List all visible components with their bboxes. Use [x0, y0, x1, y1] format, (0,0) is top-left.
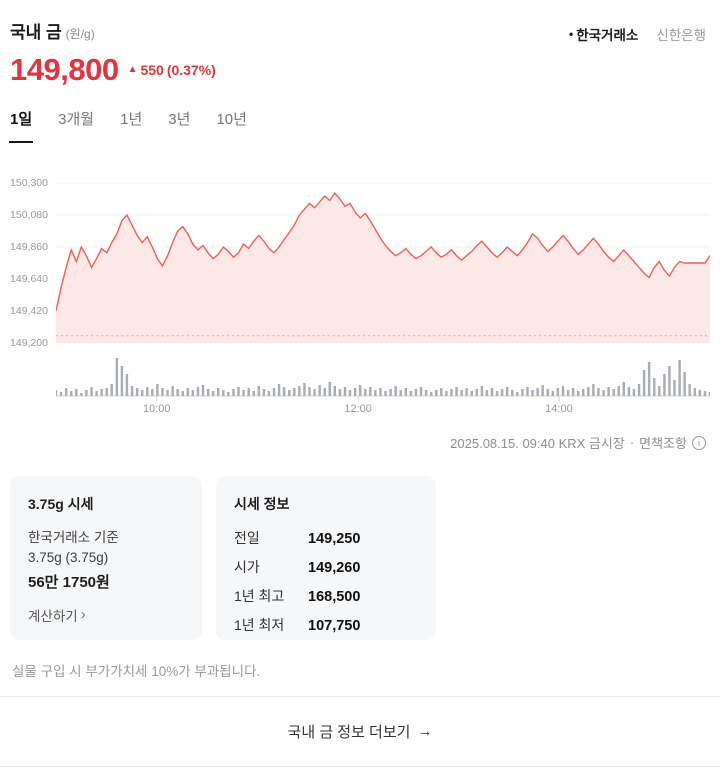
- price-chart: 150,300 150,080 149,860 149,640 149,420 …: [10, 177, 710, 419]
- info-row: 1년 최고 168,500: [234, 586, 418, 606]
- source-label: 한국거래소: [576, 28, 639, 43]
- change-amount: 550: [140, 62, 164, 78]
- selected-bullet-icon: •: [569, 27, 574, 41]
- meta-separator: ·: [629, 435, 635, 450]
- y-axis-label: 149,200: [10, 337, 48, 349]
- volume-chart-svg: [56, 358, 710, 401]
- info-row: 1년 최저 107,750: [234, 615, 418, 635]
- market-info-card: 시세 정보 전일 149,250 시가 149,260 1년 최고 168,50…: [216, 476, 436, 640]
- price-row: 149,800 ▲ 550 (0.37%): [0, 44, 720, 88]
- info-row-label: 전일: [234, 530, 260, 546]
- volume-y-spacer: [10, 355, 56, 401]
- gram-card-basis: 한국거래소 기준: [28, 530, 119, 545]
- info-cards: 3.75g 시세 한국거래소 기준 3.75g (3.75g) 56만 1750…: [0, 476, 720, 640]
- gram-card-weight: 3.75g (3.75g): [28, 550, 109, 566]
- title-wrap: 국내 금 (원/g): [10, 18, 95, 43]
- info-row: 시가 149,260: [234, 557, 418, 577]
- gram-card-title: 3.75g 시세: [28, 496, 94, 512]
- y-axis-label: 149,420: [10, 305, 48, 317]
- y-axis-label: 149,860: [10, 241, 48, 253]
- more-info-label: 국내 금 정보 더보기: [287, 724, 411, 741]
- volume-chart-row: [10, 355, 710, 401]
- y-axis-label: 149,640: [10, 273, 48, 285]
- price-chart-row: 150,300 150,080 149,860 149,640 149,420 …: [10, 177, 710, 349]
- info-row-value: 149,250: [308, 531, 361, 547]
- chart-meta-row: 2025.08.15. 09:40 KRX 금시장 · 면책조항 i: [0, 433, 720, 452]
- info-row: 전일 149,250: [234, 528, 418, 548]
- tab-3years[interactable]: 3년: [168, 111, 191, 128]
- info-icon[interactable]: i: [692, 435, 706, 450]
- y-axis-label: 150,080: [10, 209, 48, 221]
- info-row-value: 149,260: [308, 560, 361, 576]
- info-row-value: 168,500: [308, 589, 361, 605]
- page-title: 국내 금: [10, 23, 62, 42]
- calculate-label: 계산하기: [28, 608, 78, 624]
- volume-chart-plot: [56, 355, 710, 401]
- vat-note: 실물 구입 시 부가가치세 10%가 부과됩니다.: [12, 664, 261, 679]
- info-row-label: 1년 최고: [234, 588, 285, 604]
- price-change: ▲ 550 (0.37%): [128, 62, 216, 78]
- tab-10years[interactable]: 10년: [216, 111, 247, 128]
- tab-1year[interactable]: 1년: [120, 111, 143, 128]
- more-info-button[interactable]: 국내 금 정보 더보기 →: [0, 697, 720, 767]
- y-axis-label: 150,300: [10, 177, 48, 189]
- calculate-link[interactable]: 계산하기 ›: [28, 605, 184, 625]
- price-unit-label: (원/g): [65, 27, 95, 41]
- gram-card-price: 56만 1750원: [28, 573, 110, 591]
- source-toggle-shinhan[interactable]: 신한은행: [656, 24, 706, 44]
- price-chart-plot[interactable]: [56, 183, 710, 343]
- x-axis-row: 10:00 12:00 14:00: [10, 403, 710, 419]
- y-axis-labels: 150,300 150,080 149,860 149,640 149,420 …: [10, 177, 56, 349]
- x-axis-labels: 10:00 12:00 14:00: [56, 403, 710, 419]
- market-card-title: 시세 정보: [234, 496, 290, 512]
- source-toggle-group: • 한국거래소 신한은행: [569, 24, 706, 44]
- source-label: 신한은행: [656, 28, 706, 43]
- tab-3months[interactable]: 3개월: [58, 111, 95, 128]
- x-axis-spacer: [10, 403, 56, 419]
- source-toggle-krx[interactable]: • 한국거래소: [569, 24, 638, 44]
- info-row-label: 1년 최저: [234, 617, 285, 633]
- chevron-right-icon: ›: [80, 606, 86, 623]
- change-percent: (0.37%): [166, 62, 216, 78]
- info-row-value: 107,750: [308, 618, 361, 634]
- x-axis-label: 12:00: [344, 403, 372, 415]
- chart-timestamp: 2025.08.15. 09:40 KRX 금시장: [450, 436, 625, 451]
- arrow-right-icon: →: [417, 723, 433, 740]
- gram-price-card: 3.75g 시세 한국거래소 기준 3.75g (3.75g) 56만 1750…: [10, 476, 202, 640]
- tab-1day[interactable]: 1일: [8, 108, 34, 143]
- current-price: 149,800: [10, 52, 119, 87]
- price-chart-svg: [56, 183, 710, 343]
- x-axis-label: 14:00: [545, 403, 573, 415]
- x-axis-label: 10:00: [142, 403, 171, 415]
- period-tabs: 1일 3개월 1년 3년 10년: [0, 108, 720, 143]
- divider: [0, 696, 720, 697]
- info-row-label: 시가: [234, 559, 260, 575]
- disclaimer-link[interactable]: 면책조항: [639, 436, 687, 451]
- top-bar: 국내 금 (원/g) • 한국거래소 신한은행: [0, 0, 720, 44]
- up-arrow-icon: ▲: [127, 64, 138, 75]
